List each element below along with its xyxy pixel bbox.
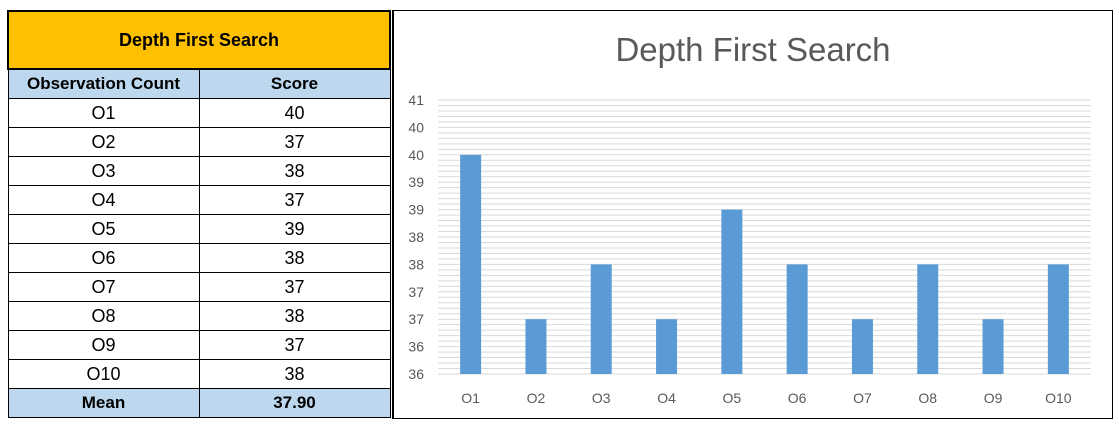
chart-title: Depth First Search (615, 31, 891, 68)
bar (851, 319, 873, 374)
x-tick-label: O7 (853, 390, 872, 406)
y-tick-label: 38 (408, 256, 424, 272)
row-label: O3 (7, 156, 200, 186)
mean-value: 37.90 (198, 388, 391, 418)
x-tick-label: O2 (527, 390, 546, 406)
table-row: O2 37 (7, 127, 391, 157)
row-label: O4 (7, 185, 200, 215)
table-row: O6 38 (7, 243, 391, 273)
row-label: O1 (7, 98, 200, 128)
x-tick-label: O3 (592, 390, 611, 406)
bar (917, 264, 939, 374)
bar (982, 319, 1004, 374)
bar (786, 264, 808, 374)
y-tick-label: 40 (408, 119, 424, 135)
bar (1047, 264, 1069, 374)
row-score: 37 (198, 127, 391, 157)
table-row: O8 38 (7, 301, 391, 331)
row-score: 37 (198, 185, 391, 215)
table-row: O4 37 (7, 185, 391, 215)
table-row: O9 37 (7, 330, 391, 360)
x-tick-label: O10 (1045, 390, 1072, 406)
x-tick-label: O9 (984, 390, 1003, 406)
y-tick-label: 36 (408, 339, 424, 355)
y-tick-label: 37 (408, 311, 424, 327)
row-label: O5 (7, 214, 200, 244)
x-tick-label: O8 (918, 390, 937, 406)
row-label: O10 (7, 359, 200, 389)
y-tick-label: 38 (408, 229, 424, 245)
row-score: 38 (198, 156, 391, 186)
y-tick-label: 40 (408, 147, 424, 163)
column-header-observation: Observation Count (7, 68, 200, 99)
bar (460, 154, 482, 374)
y-tick-label: 39 (408, 202, 424, 218)
table-row: O1 40 (7, 98, 391, 128)
x-tick-label: O1 (461, 390, 480, 406)
row-label: O2 (7, 127, 200, 157)
y-tick-label: 37 (408, 284, 424, 300)
column-header-score: Score (198, 68, 391, 99)
x-tick-label: O5 (723, 390, 742, 406)
row-score: 37 (198, 330, 391, 360)
x-tick-label: O4 (657, 390, 676, 406)
mean-row: Mean 37.90 (7, 388, 391, 418)
row-score: 39 (198, 214, 391, 244)
table-row: O7 37 (7, 272, 391, 302)
y-tick-label: 39 (408, 174, 424, 190)
score-table: Depth First Search Observation Count Sco… (7, 10, 391, 418)
bar (525, 319, 547, 374)
table-row: O10 38 (7, 359, 391, 389)
row-score: 38 (198, 301, 391, 331)
bar (656, 319, 678, 374)
y-tick-label: 41 (408, 92, 424, 108)
row-score: 38 (198, 359, 391, 389)
bar (590, 264, 612, 374)
mean-label: Mean (7, 388, 200, 418)
bar (721, 209, 743, 374)
table-row: O3 38 (7, 156, 391, 186)
table-row: O5 39 (7, 214, 391, 244)
row-label: O6 (7, 243, 200, 273)
y-tick-label: 36 (408, 366, 424, 382)
row-score: 37 (198, 272, 391, 302)
row-score: 38 (198, 243, 391, 273)
x-tick-label: O6 (788, 390, 807, 406)
row-label: O8 (7, 301, 200, 331)
table-title: Depth First Search (7, 10, 391, 70)
bar-chart: 36 36 37 37 38 38 39 39 40 40 41 O1 O2 O3 O4 O5 O6 O7 O8 O9… (408, 92, 1091, 406)
row-label: O9 (7, 330, 200, 360)
chart-area: Depth First Search 36 36 37 37 38 38 39 39 40 40 4… (392, 10, 1113, 419)
row-label: O7 (7, 272, 200, 302)
row-score: 40 (198, 98, 391, 128)
